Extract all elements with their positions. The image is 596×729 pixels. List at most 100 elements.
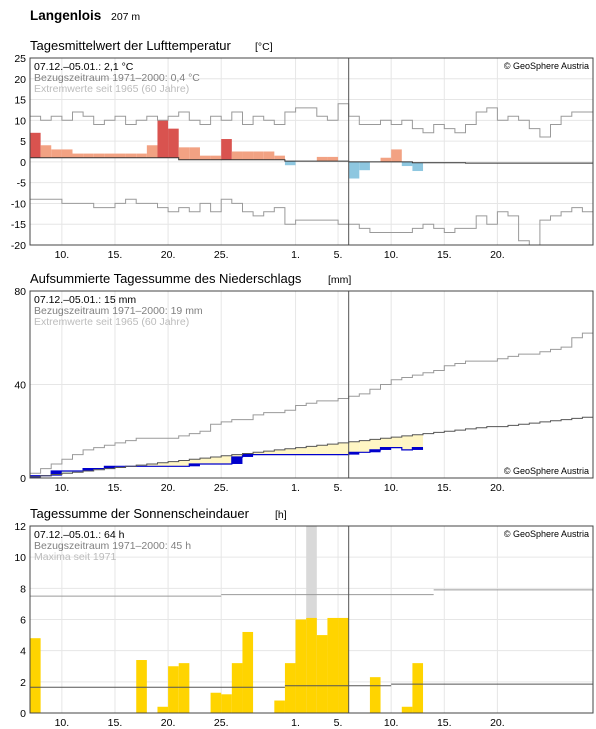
legend-entry: Bezugszeitraum 1971–2000: 0,4 °C bbox=[34, 72, 200, 84]
temperature-bar bbox=[93, 153, 105, 158]
x-tick-label: 10. bbox=[384, 482, 399, 494]
y-tick-label: 2 bbox=[20, 677, 26, 689]
y-tick-label: -5 bbox=[17, 178, 26, 190]
x-tick-label: 10. bbox=[55, 249, 70, 261]
precip-deficit-area bbox=[221, 455, 232, 464]
precip-increment bbox=[189, 463, 200, 467]
legend-entry: Extremwerte seit 1965 (60 Jahre) bbox=[34, 83, 189, 95]
temperature-bar bbox=[380, 157, 392, 162]
x-tick-label: 25. bbox=[214, 717, 229, 729]
sunshine-bar bbox=[168, 666, 179, 713]
sunshine-bar bbox=[30, 638, 41, 713]
sunshine-bar bbox=[136, 660, 147, 713]
y-tick-label: -10 bbox=[11, 198, 26, 210]
x-tick-label: 5. bbox=[334, 717, 343, 729]
precip-surplus-area bbox=[61, 470, 73, 474]
temperature-bar bbox=[274, 155, 285, 160]
precip-increment bbox=[104, 466, 115, 469]
precip-increment bbox=[51, 470, 62, 476]
precip-deficit-area bbox=[274, 449, 285, 455]
y-tick-label: -15 bbox=[11, 219, 26, 231]
sunshine-bar bbox=[274, 700, 285, 713]
x-tick-label: 15. bbox=[437, 249, 452, 261]
legend-entry: Bezugszeitraum 1971–2000: 45 h bbox=[34, 540, 191, 552]
temperature-bar bbox=[412, 162, 424, 172]
precip-deficit-area bbox=[210, 456, 222, 464]
precip-deficit-area bbox=[391, 437, 402, 448]
precip-deficit-area bbox=[231, 454, 243, 457]
precip-deficit-area bbox=[168, 461, 179, 467]
precip-deficit-area bbox=[338, 442, 349, 455]
precip-increment bbox=[348, 452, 360, 455]
temperature-bar bbox=[30, 132, 41, 158]
precip-increment bbox=[412, 447, 424, 450]
temperature-bar bbox=[189, 147, 200, 160]
temperature-bar bbox=[401, 161, 413, 167]
y-tick-label: 40 bbox=[14, 380, 26, 392]
y-tick-label: 20 bbox=[14, 74, 26, 86]
precip-deficit-area bbox=[253, 452, 264, 455]
y-tick-label: 0 bbox=[20, 157, 26, 169]
y-tick-label: 0 bbox=[20, 473, 26, 485]
temperature-bar bbox=[168, 128, 179, 158]
precip-surplus-area bbox=[93, 468, 105, 470]
temperature-chart-unit: [°C] bbox=[255, 41, 273, 53]
station-name: Langenlois bbox=[30, 8, 101, 23]
precip-increment bbox=[83, 468, 94, 471]
temperature-bar bbox=[83, 153, 94, 158]
x-tick-label: 15. bbox=[437, 717, 452, 729]
temperature-bar bbox=[231, 151, 243, 160]
x-tick-label: 5. bbox=[334, 482, 343, 494]
x-tick-label: 1. bbox=[291, 249, 300, 261]
max-extreme-line bbox=[30, 332, 593, 474]
x-tick-label: 10. bbox=[384, 249, 399, 261]
y-tick-label: 10 bbox=[14, 115, 26, 127]
x-tick-label: 20. bbox=[161, 717, 176, 729]
copyright-label: © GeoSphere Austria bbox=[504, 529, 589, 539]
precip-deficit-area bbox=[284, 448, 296, 455]
sunshine-bar bbox=[178, 663, 190, 713]
precip-increment bbox=[380, 447, 392, 450]
legend-entry: Maxima seit 1971 bbox=[34, 551, 116, 563]
precip-deficit-area bbox=[146, 463, 158, 467]
precipitation-chart-title: Aufsummierte Tagessumme des Niederschlag… bbox=[30, 271, 302, 286]
temperature-bar bbox=[40, 145, 52, 158]
sunshine-bar bbox=[412, 663, 424, 713]
y-tick-label: 4 bbox=[20, 646, 26, 658]
temperature-bar bbox=[316, 156, 328, 162]
precipitation-panel: Aufsummierte Tagessumme des Niederschlag… bbox=[14, 271, 594, 494]
precip-deficit-area bbox=[348, 441, 360, 453]
precip-deficit-area bbox=[157, 462, 169, 467]
temperature-bar bbox=[104, 153, 115, 158]
norm-line bbox=[30, 157, 593, 164]
precip-deficit-area bbox=[412, 434, 424, 448]
x-tick-label: 10. bbox=[384, 717, 399, 729]
temperature-bar bbox=[210, 155, 222, 160]
x-tick-label: 5. bbox=[334, 249, 343, 261]
precip-deficit-area bbox=[327, 444, 339, 455]
station-elevation: 207 m bbox=[111, 11, 140, 23]
y-tick-label: 8 bbox=[20, 583, 26, 595]
temperature-bar bbox=[61, 149, 73, 158]
precip-deficit-area bbox=[316, 445, 328, 455]
plot-frame bbox=[29, 525, 594, 714]
plot-frame bbox=[29, 57, 594, 246]
precip-deficit-area bbox=[369, 439, 381, 450]
sunshine-chart-unit: [h] bbox=[275, 509, 287, 521]
plot-frame bbox=[29, 290, 594, 479]
x-tick-label: 10. bbox=[55, 482, 70, 494]
temperature-bar bbox=[284, 161, 296, 166]
y-tick-label: 6 bbox=[20, 615, 26, 627]
sunshine-bar bbox=[401, 706, 413, 713]
x-tick-label: 25. bbox=[214, 482, 229, 494]
temperature-bar bbox=[199, 155, 211, 160]
sunshine-panel: Tagessumme der Sonnenscheindauer [h] 12 1… bbox=[14, 506, 594, 729]
x-tick-label: 20. bbox=[161, 249, 176, 261]
legend-entry: 07.12.–05.01.: 15 mm bbox=[34, 294, 136, 306]
legend-entry: Extremwerte seit 1965 (60 Jahre) bbox=[34, 316, 189, 328]
x-tick-label: 15. bbox=[108, 717, 123, 729]
legend-entry: Bezugszeitraum 1971–2000: 19 mm bbox=[34, 305, 203, 317]
x-tick-label: 10. bbox=[55, 717, 70, 729]
y-tick-label: 5 bbox=[20, 136, 26, 148]
y-tick-label: 80 bbox=[14, 286, 26, 298]
